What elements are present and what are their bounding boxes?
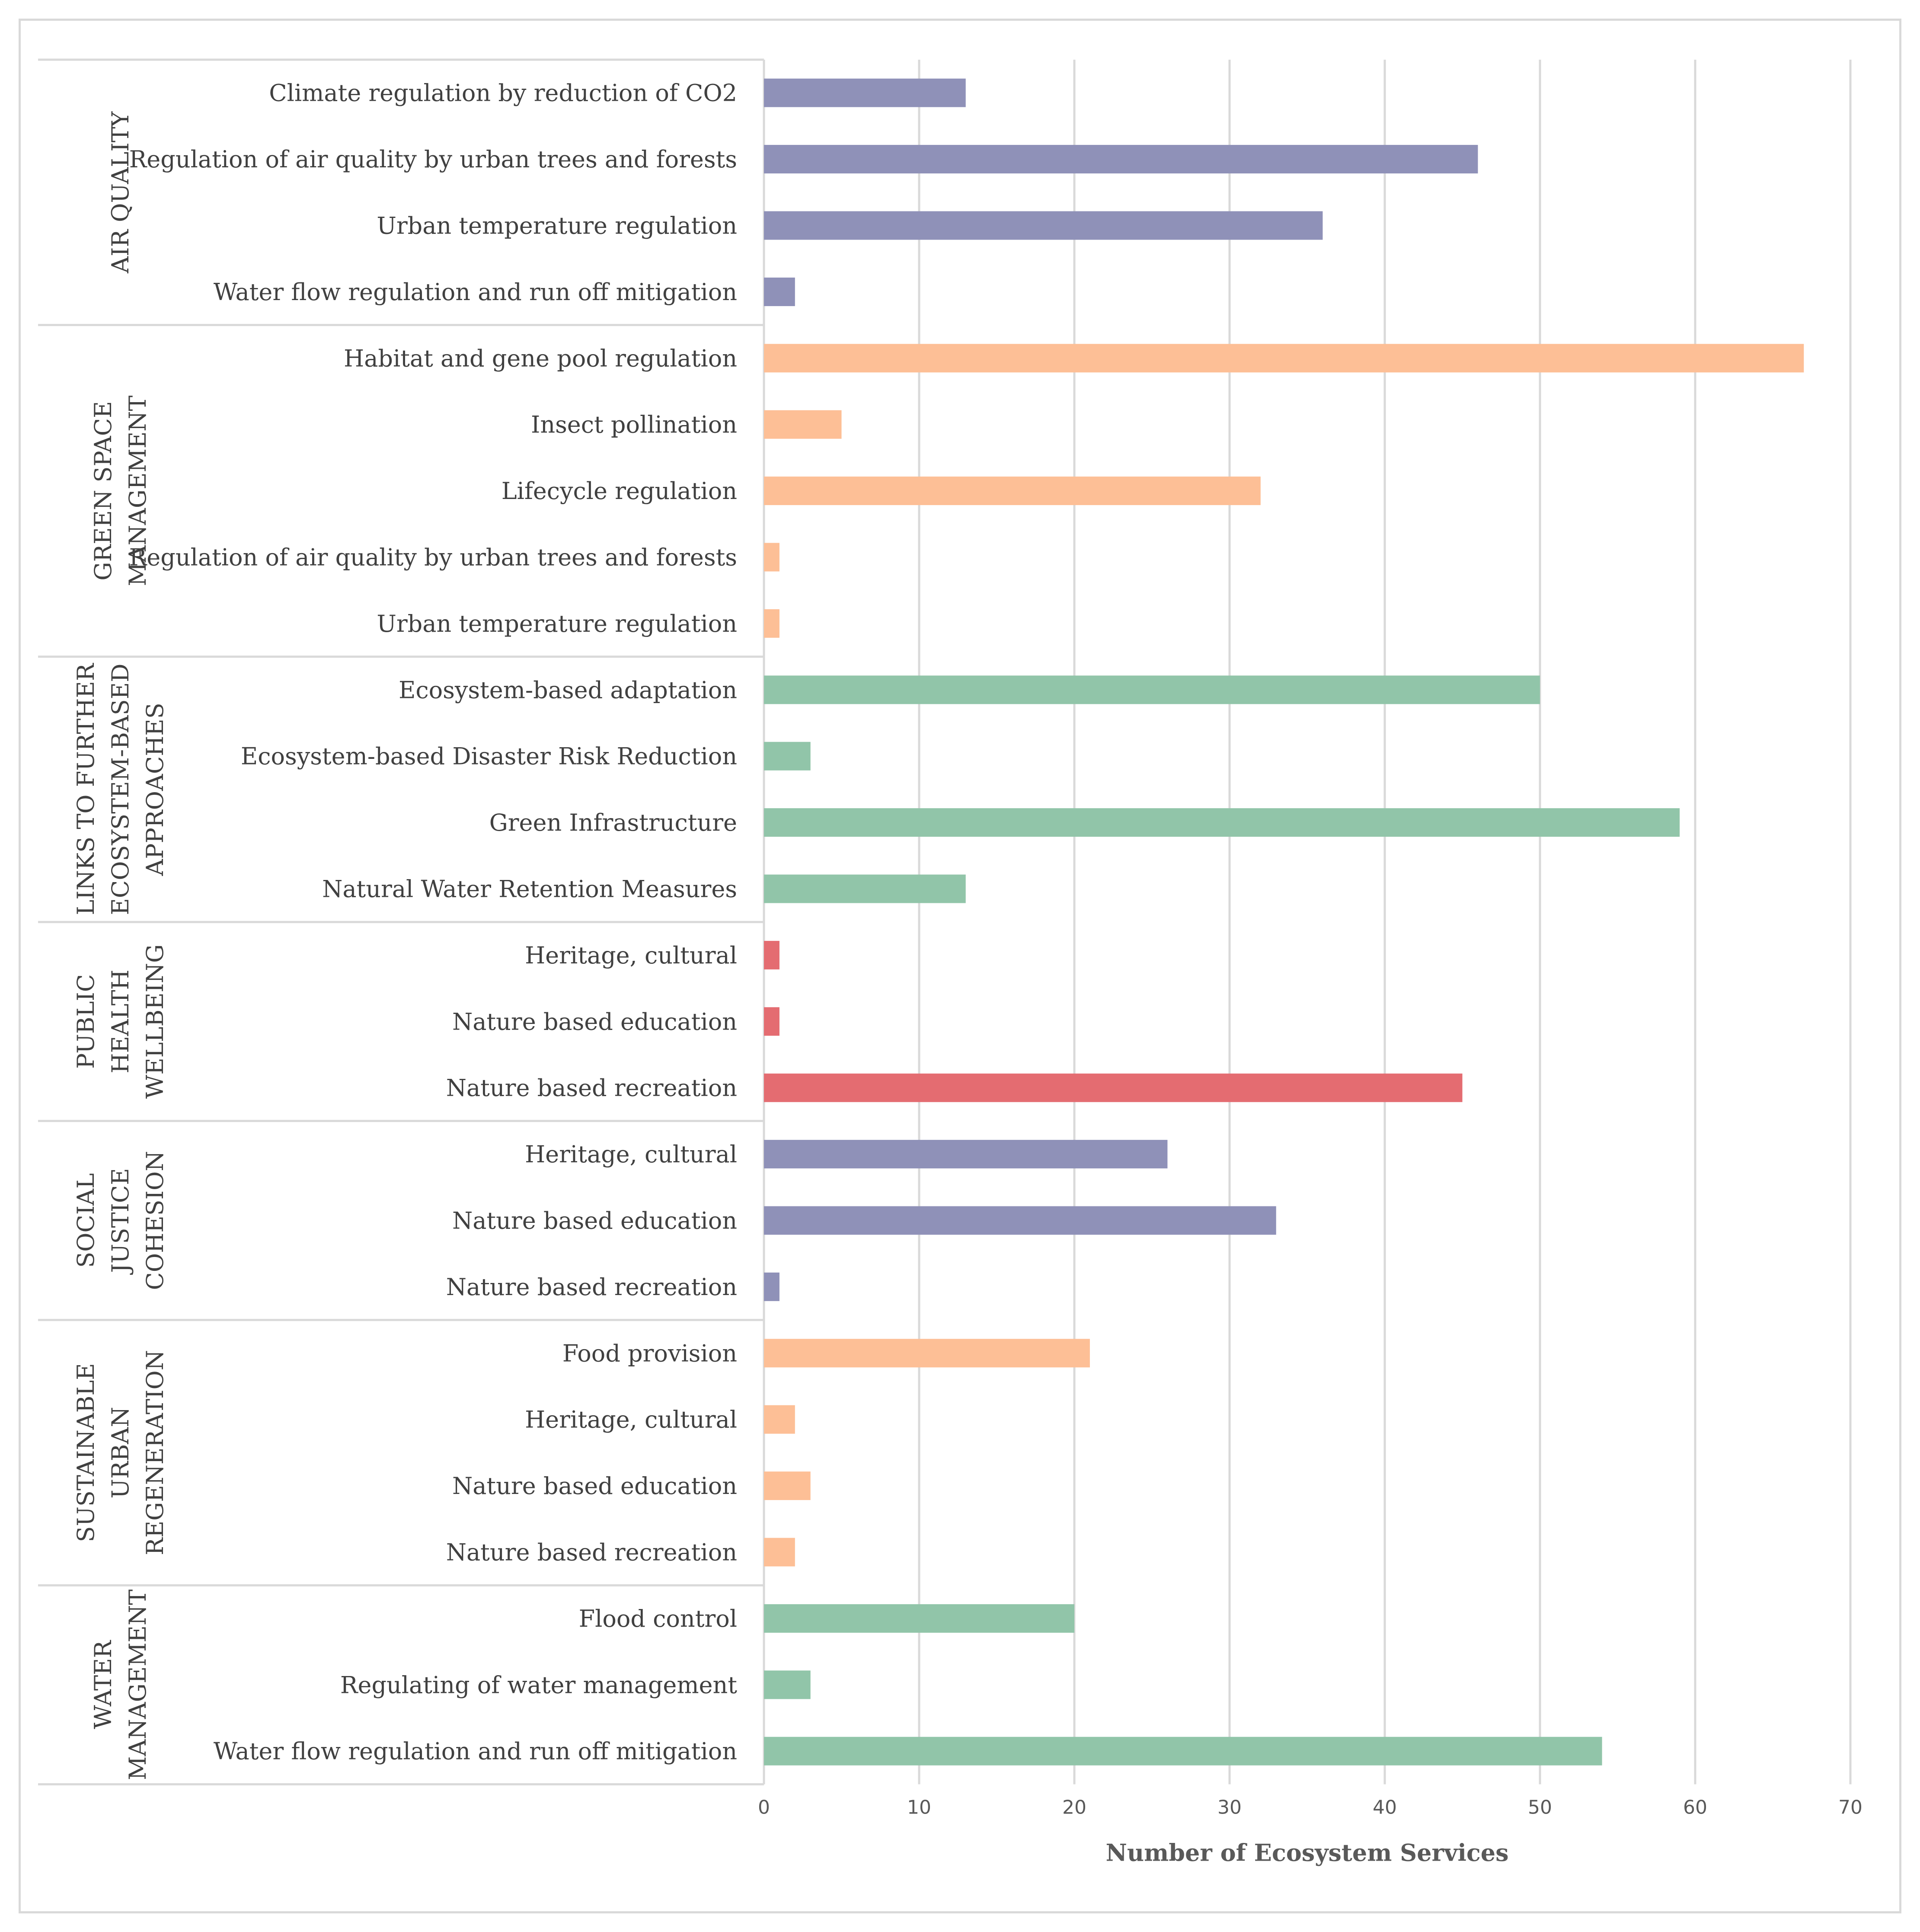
x-tick-label: 40 (1373, 1796, 1397, 1818)
bar (764, 1471, 811, 1500)
x-tick-label: 10 (907, 1796, 931, 1818)
category-label: Climate regulation by reduction of CO2 (269, 80, 737, 107)
group-label-line: COHESION (141, 1151, 169, 1290)
category-label: Flood control (579, 1605, 737, 1632)
bar (764, 742, 811, 771)
bar (764, 1073, 1463, 1102)
bar (764, 1339, 1090, 1368)
category-label: Natural Water Retention Measures (322, 876, 737, 903)
category-label: Habitat and gene pool regulation (344, 345, 737, 372)
group-label: WATER MANAGEMENT (89, 1590, 151, 1780)
category-label: Nature based education (452, 1207, 737, 1235)
group-separators (38, 58, 764, 1785)
x-tick-label: 0 (758, 1796, 770, 1818)
category-labels: Climate regulation by reduction of CO2 Re… (129, 80, 738, 1765)
group-label-line: PUBLIC (72, 974, 99, 1069)
category-label: Water flow regulation and run off mitiga… (214, 278, 737, 306)
bars (764, 78, 1804, 1766)
group-label-line: MANAGEMENT (124, 1590, 151, 1780)
category-label: Nature based recreation (446, 1075, 737, 1102)
x-tick-label: 50 (1528, 1796, 1552, 1818)
x-tick-label: 20 (1062, 1796, 1086, 1818)
bar (764, 78, 966, 107)
group-label-line: JUSTICE (107, 1168, 134, 1275)
bar (764, 609, 780, 638)
x-tick-label: 30 (1217, 1796, 1242, 1818)
bar (764, 1604, 1074, 1633)
group-labels: AIR QUALITY GREEN SPACE MANAGEMENT LINKS TO… (72, 111, 169, 1780)
group-label-line: REGENERATION (141, 1350, 169, 1555)
category-label: Ecosystem-based adaptation (399, 676, 737, 704)
bar (764, 543, 780, 572)
x-axis-title: Number of Ecosystem Services (1106, 1839, 1509, 1866)
category-label: Insect pollination (531, 411, 737, 438)
category-label: Nature based education (452, 1472, 737, 1500)
category-label: Water flow regulation and run off mitiga… (214, 1738, 737, 1765)
category-label: Nature based recreation (446, 1539, 737, 1566)
group-label-line: AIR QUALITY (107, 111, 134, 273)
group-label-line: LINKS TO FURTHER (72, 663, 99, 915)
bar (764, 410, 842, 439)
bar (764, 1272, 780, 1301)
category-label: Heritage, cultural (525, 1141, 737, 1168)
group-label-line: SUSTAINABLE (72, 1363, 99, 1542)
group-label: LINKS TO FURTHER ECOSYSTEM-BASED APPROACHE… (72, 663, 169, 915)
x-tick-label: 70 (1838, 1796, 1862, 1818)
group-label-line: APPROACHES (141, 703, 169, 876)
group-label-line: URBAN (107, 1407, 134, 1498)
bar (764, 145, 1478, 174)
category-label: Heritage, cultural (525, 942, 737, 969)
x-tick-labels: 0 10 20 30 40 50 60 70 (758, 1796, 1862, 1818)
group-label-line: SOCIAL (72, 1173, 99, 1268)
bar (764, 211, 1323, 240)
bar (764, 477, 1261, 505)
bar (764, 1670, 811, 1699)
category-label: Regulation of air quality by urban trees… (129, 544, 737, 571)
category-label: Heritage, cultural (525, 1406, 737, 1433)
group-label-line: WATER (89, 1640, 117, 1729)
group-label: SOCIAL JUSTICE COHESION (72, 1151, 169, 1290)
group-label-line: ECOSYSTEM-BASED (107, 663, 134, 915)
group-label: AIR QUALITY (107, 111, 134, 273)
category-label: Lifecycle regulation (502, 477, 737, 505)
bar (764, 1405, 795, 1434)
category-label: Green Infrastructure (489, 809, 737, 836)
group-label: SUSTAINABLE URBAN REGENERATION (72, 1350, 169, 1555)
group-label-line: MANAGEMENT (124, 396, 151, 586)
x-tick-label: 60 (1683, 1796, 1707, 1818)
bar (764, 1538, 795, 1567)
group-label: PUBLIC HEALTH WELLBEING (72, 944, 169, 1099)
bar (764, 808, 1680, 837)
category-label: Nature based recreation (446, 1273, 737, 1301)
bar (764, 277, 795, 306)
chart-frame (19, 19, 1901, 1913)
bar (764, 1737, 1602, 1766)
bar (764, 344, 1804, 373)
category-label: Nature based education (452, 1008, 737, 1035)
group-label-line: HEALTH (107, 969, 134, 1073)
category-label: Regulating of water management (340, 1671, 737, 1698)
category-label: Food provision (562, 1340, 737, 1367)
group-label-line: WELLBEING (141, 944, 169, 1099)
bar (764, 1140, 1168, 1169)
category-label: Urban temperature regulation (377, 212, 737, 240)
group-label: GREEN SPACE MANAGEMENT (89, 396, 151, 586)
bar (764, 1206, 1276, 1235)
bar (764, 1007, 780, 1036)
bar (764, 874, 966, 903)
category-label: Ecosystem-based Disaster Risk Reduction (241, 743, 737, 770)
bar (764, 940, 780, 969)
bar (764, 675, 1540, 704)
category-label: Regulation of air quality by urban trees… (129, 146, 737, 173)
gridlines (763, 60, 1852, 1785)
category-label: Urban temperature regulation (377, 610, 737, 637)
group-label-line: GREEN SPACE (89, 401, 117, 581)
